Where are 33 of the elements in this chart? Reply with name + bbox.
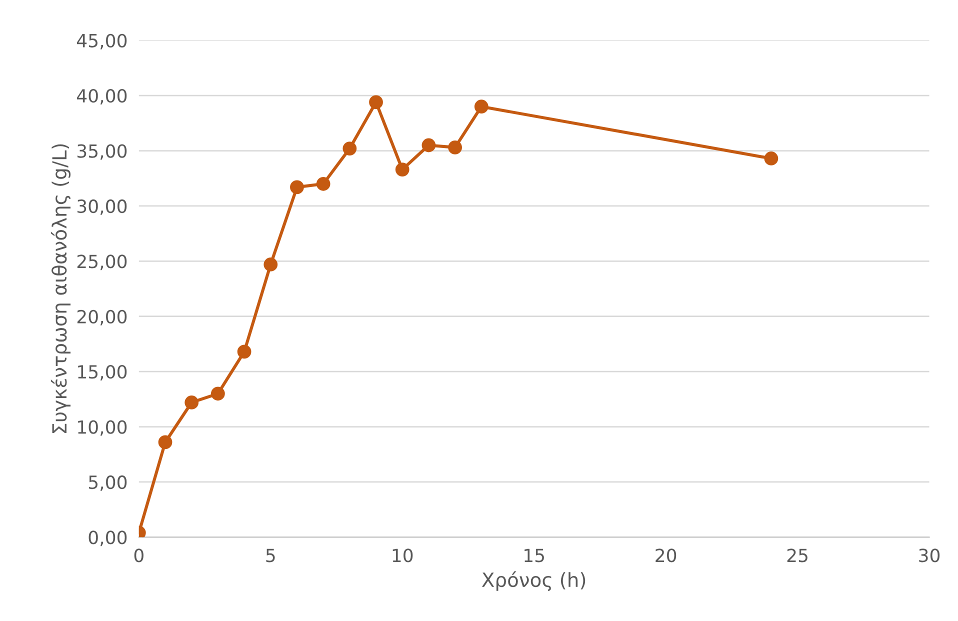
point: [369, 95, 383, 110]
point: [474, 100, 488, 114]
y-tick-label: 45,00: [76, 34, 127, 50]
point: [211, 386, 225, 401]
x-tick-label: 0: [134, 548, 144, 562]
y-tick-label: 0,00: [88, 530, 127, 546]
point: [342, 142, 357, 156]
x-tick-label: 25: [787, 548, 808, 562]
y-tick-label: 40,00: [76, 89, 127, 105]
point: [448, 140, 462, 154]
x-tick-label: 15: [524, 548, 544, 562]
y-tick-label: 25,00: [77, 254, 127, 270]
x-tick-label: 30: [919, 548, 940, 562]
x-axis-title: Χρόνος (h): [482, 571, 586, 591]
point: [290, 180, 304, 194]
x-tick-label: 20: [656, 548, 676, 562]
point: [395, 162, 410, 176]
y-tick-label: 30,00: [77, 199, 127, 215]
point: [764, 152, 778, 166]
point: [316, 176, 330, 191]
point: [158, 435, 172, 450]
y-tick-label: 5,00: [88, 475, 127, 491]
point: [422, 138, 436, 152]
x-tick-label: 5: [266, 548, 275, 562]
x-tick-label: 10: [392, 548, 413, 562]
point: [264, 258, 278, 272]
y-axis-title: Συγκέντρωση αιθανόλης (g/L): [50, 144, 71, 433]
point: [184, 396, 199, 410]
y-tick-label: 35,00: [77, 144, 127, 160]
y-tick-label: 20,00: [77, 310, 127, 326]
point: [237, 344, 252, 359]
y-tick-label: 15,00: [78, 365, 127, 381]
y-tick-label: 10,00: [78, 420, 127, 436]
